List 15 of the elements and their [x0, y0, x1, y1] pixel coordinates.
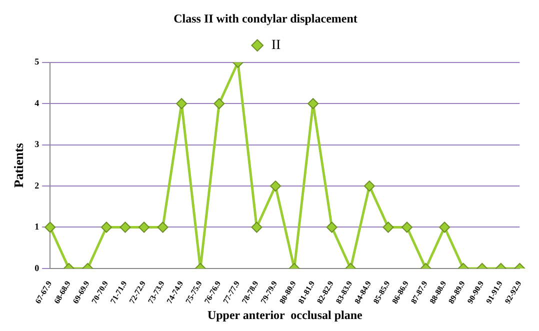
y-tick-label: 1 [34, 222, 40, 232]
y-tick-label: 4 [34, 98, 40, 108]
y-tick-label: 3 [34, 139, 40, 150]
point [214, 98, 225, 110]
point [270, 180, 281, 192]
point [364, 180, 375, 192]
y-tick-label: 2 [34, 180, 40, 190]
y-tick-label: 5 [34, 56, 40, 67]
chart-title: Class II with condylar displacement [174, 11, 358, 26]
legend-label: II [271, 38, 281, 54]
point [176, 98, 188, 110]
y-tick-label: 0 [34, 262, 40, 273]
y-axis-title: Patients [11, 143, 26, 188]
point [308, 98, 319, 110]
x-axis-title: Upper anterior occlusal plane [207, 308, 364, 322]
